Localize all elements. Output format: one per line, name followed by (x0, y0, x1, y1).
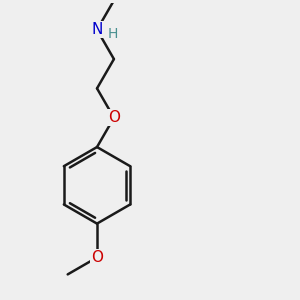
Text: H: H (108, 27, 119, 41)
Text: O: O (91, 250, 103, 265)
Text: O: O (108, 110, 120, 125)
Text: N: N (91, 22, 103, 37)
